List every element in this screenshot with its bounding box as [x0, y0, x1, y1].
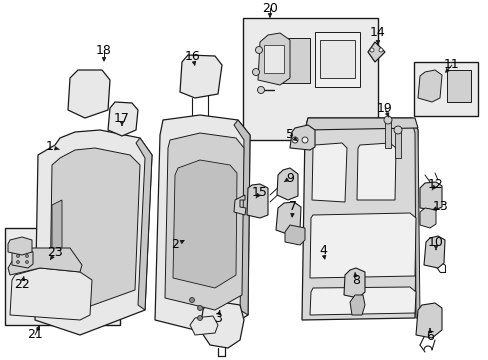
Polygon shape [302, 118, 417, 320]
Polygon shape [52, 200, 62, 260]
Polygon shape [136, 138, 152, 310]
Polygon shape [12, 248, 33, 268]
Polygon shape [285, 225, 305, 245]
Polygon shape [35, 130, 152, 335]
Circle shape [257, 86, 264, 94]
Bar [5, 228, 120, 325]
Circle shape [197, 306, 202, 310]
Circle shape [17, 261, 20, 264]
Polygon shape [180, 55, 222, 98]
Polygon shape [423, 236, 444, 268]
Bar [278, 38, 309, 83]
Polygon shape [190, 316, 218, 335]
Polygon shape [258, 33, 289, 85]
Text: 7: 7 [288, 201, 296, 213]
Polygon shape [419, 208, 435, 228]
Polygon shape [289, 125, 314, 150]
Polygon shape [8, 248, 82, 275]
Polygon shape [384, 120, 390, 148]
Polygon shape [164, 133, 244, 310]
Circle shape [383, 116, 391, 124]
Polygon shape [234, 195, 245, 215]
Polygon shape [305, 118, 417, 130]
Circle shape [17, 255, 20, 257]
Text: 4: 4 [318, 243, 326, 256]
Bar [413, 62, 477, 116]
Polygon shape [349, 295, 364, 315]
Text: 13: 13 [432, 201, 448, 213]
Circle shape [393, 126, 401, 134]
Polygon shape [155, 115, 249, 335]
Polygon shape [200, 300, 244, 348]
Polygon shape [411, 118, 419, 318]
Polygon shape [276, 168, 297, 200]
Polygon shape [415, 303, 441, 338]
Polygon shape [50, 148, 140, 308]
Text: 12: 12 [427, 179, 443, 192]
Polygon shape [356, 143, 395, 200]
Circle shape [25, 255, 28, 257]
Circle shape [302, 137, 307, 143]
Circle shape [189, 297, 194, 302]
Circle shape [197, 315, 202, 320]
Circle shape [252, 68, 259, 76]
Polygon shape [419, 182, 441, 210]
Bar [314, 32, 359, 87]
Text: 14: 14 [369, 27, 385, 40]
Circle shape [378, 48, 382, 52]
Text: 3: 3 [214, 311, 222, 324]
Text: 19: 19 [376, 102, 392, 114]
Polygon shape [394, 130, 400, 158]
Polygon shape [10, 268, 92, 320]
Text: 16: 16 [185, 50, 201, 63]
Polygon shape [246, 184, 267, 218]
Text: 9: 9 [285, 171, 293, 184]
Text: 10: 10 [427, 237, 443, 249]
Text: 5: 5 [285, 129, 293, 141]
Polygon shape [367, 42, 384, 62]
Polygon shape [309, 213, 415, 278]
Text: 23: 23 [47, 247, 63, 260]
Circle shape [291, 137, 297, 143]
Text: 22: 22 [14, 279, 30, 292]
Polygon shape [311, 143, 346, 202]
Polygon shape [343, 268, 364, 298]
Text: 6: 6 [425, 329, 433, 342]
Polygon shape [275, 202, 301, 235]
Polygon shape [417, 70, 441, 102]
Circle shape [369, 48, 373, 52]
Text: 2: 2 [171, 238, 179, 252]
Text: 15: 15 [251, 186, 267, 199]
Text: 11: 11 [443, 58, 459, 72]
Polygon shape [309, 287, 415, 315]
Polygon shape [173, 160, 237, 288]
Text: 21: 21 [27, 328, 43, 342]
Polygon shape [8, 237, 32, 255]
Text: 18: 18 [96, 44, 112, 57]
Text: 1: 1 [46, 140, 54, 153]
Polygon shape [68, 70, 110, 118]
Polygon shape [234, 120, 249, 315]
Circle shape [255, 46, 262, 54]
Text: 17: 17 [114, 112, 130, 125]
Polygon shape [108, 102, 138, 136]
Bar [319, 40, 354, 78]
Bar [243, 18, 377, 140]
Bar [446, 70, 470, 102]
Bar [264, 45, 284, 73]
Text: 8: 8 [351, 274, 359, 288]
Circle shape [25, 261, 28, 264]
Text: 20: 20 [262, 1, 277, 14]
